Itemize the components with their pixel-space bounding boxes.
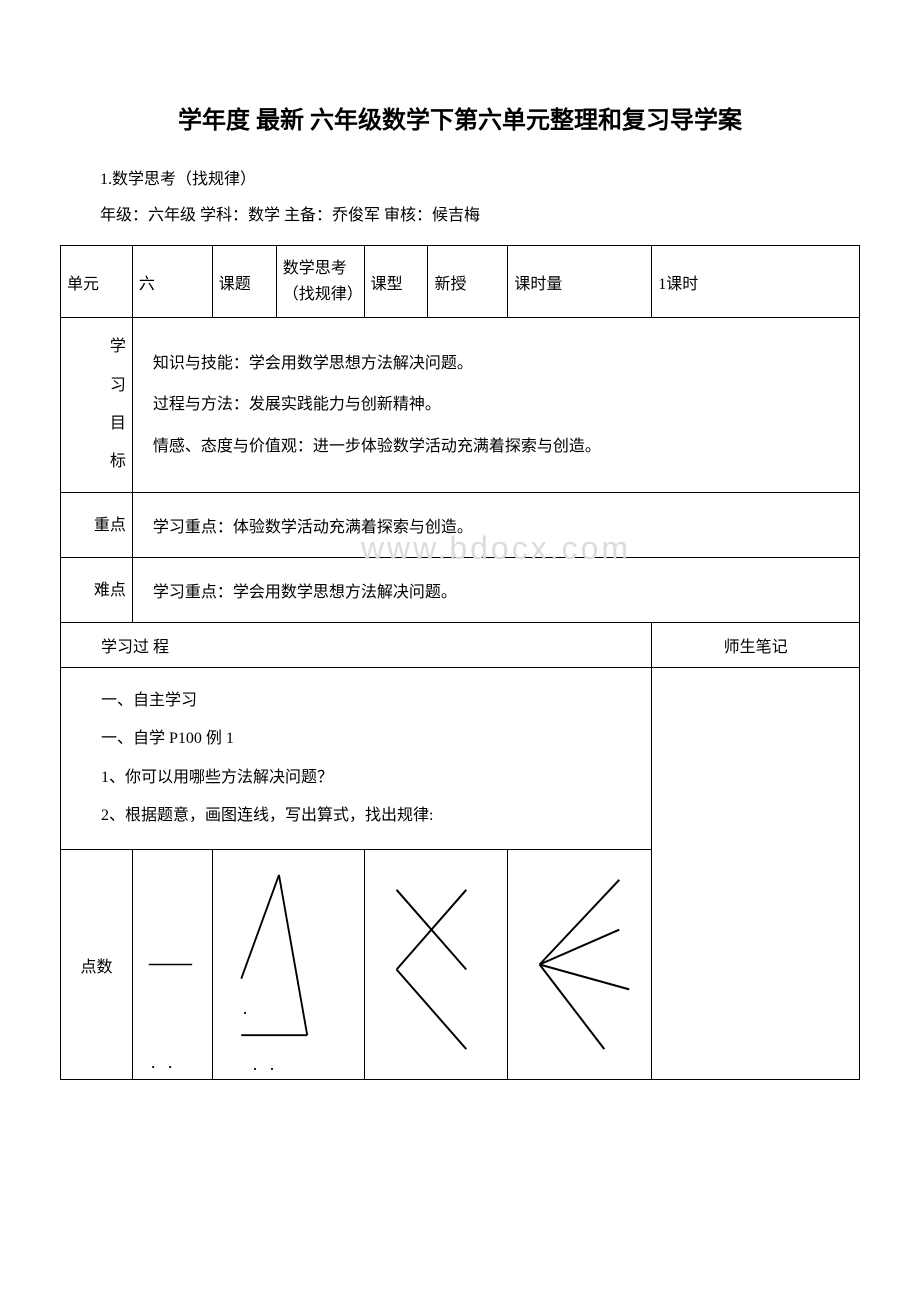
difficulty-content-cell: 学习重点：学会用数学思想方法解决问题。 bbox=[132, 557, 859, 622]
goals-content-cell: 知识与技能：学会用数学思想方法解决问题。 过程与方法：发展实践能力与创新精神。 … bbox=[132, 318, 859, 493]
goals-row: 学 习 目 标 知识与技能：学会用数学思想方法解决问题。 过程与方法：发展实践能… bbox=[61, 318, 860, 493]
focus-label: 重点 bbox=[94, 517, 126, 534]
notes-label-cell: 师生笔记 bbox=[652, 622, 860, 667]
type-value-cell: 新授 bbox=[428, 246, 508, 318]
page-title: 学年度 最新 六年级数学下第六单元整理和复习导学案 bbox=[60, 100, 860, 135]
type-label-cell: 课型 bbox=[364, 246, 428, 318]
study-line2: 一、自学 P100 例 1 bbox=[101, 720, 631, 758]
goals-label-cell: 学 习 目 标 bbox=[61, 318, 133, 493]
difficulty-row: 难点 学习重点：学会用数学思想方法解决问题。 bbox=[61, 557, 860, 622]
topic-value: 数学思考（找规律） bbox=[283, 260, 363, 303]
goals-line2: 过程与方法：发展实践能力与创新精神。 bbox=[153, 384, 839, 426]
notes-empty-cell bbox=[652, 667, 860, 1080]
focus-row: 重点 学习重点：体验数学活动充满着探索与创造。 www.bdocx.com bbox=[61, 492, 860, 557]
focus-content: 学习重点：体验数学活动充满着探索与创造。 bbox=[153, 519, 473, 536]
diagram-cell-4 bbox=[508, 850, 652, 1080]
process-label-cell: 学习过 程 bbox=[61, 622, 652, 667]
notes-label: 师生笔记 bbox=[724, 639, 788, 656]
goals-line3: 情感、态度与价值观：进一步体验数学活动充满着探索与创造。 bbox=[153, 426, 839, 468]
main-table: 单元 六 课题 数学思考（找规律） 课型 新授 课时量 1课时 学 习 目 标 … bbox=[60, 245, 860, 1080]
difficulty-content: 学习重点：学会用数学思想方法解决问题。 bbox=[153, 584, 457, 601]
goals-line1: 知识与技能：学会用数学思想方法解决问题。 bbox=[153, 343, 839, 385]
study-line4: 2、根据题意，画图连线，写出算式，找出规律: bbox=[101, 797, 631, 835]
focus-content-cell: 学习重点：体验数学活动充满着探索与创造。 www.bdocx.com bbox=[132, 492, 859, 557]
two-points-icon bbox=[133, 850, 212, 1079]
goals-label: 学 习 目 标 bbox=[110, 338, 126, 470]
study-content-cell: 一、自主学习 一、自学 P100 例 1 1、你可以用哪些方法解决问题？ 2、根… bbox=[61, 667, 652, 850]
study-content-row: 一、自主学习 一、自学 P100 例 1 1、你可以用哪些方法解决问题？ 2、根… bbox=[61, 667, 860, 850]
process-label: 学习过 程 bbox=[101, 639, 169, 656]
four-points-icon bbox=[365, 850, 508, 1079]
dots-2a: . bbox=[243, 998, 252, 1019]
diagram-cell-1: . . bbox=[132, 850, 212, 1080]
topic-value-cell: 数学思考（找规律） bbox=[276, 246, 364, 318]
type-value: 新授 bbox=[434, 276, 466, 293]
period-value: 1课时 bbox=[658, 276, 698, 293]
type-label: 课型 bbox=[371, 276, 403, 293]
diagram-label: 点数 bbox=[80, 959, 112, 976]
period-label-cell: 课时量 bbox=[508, 246, 652, 318]
info-line: 年级：六年级 学科：数学 主备：乔俊军 审核：候吉梅 bbox=[100, 201, 860, 225]
unit-value: 六 bbox=[139, 276, 155, 293]
process-header-row: 学习过 程 师生笔记 bbox=[61, 622, 860, 667]
unit-label: 单元 bbox=[67, 276, 99, 293]
period-value-cell: 1课时 bbox=[652, 246, 860, 318]
dots-2b: . . bbox=[253, 1054, 279, 1075]
dots-1: . . bbox=[151, 1052, 177, 1073]
difficulty-label: 难点 bbox=[94, 582, 126, 599]
unit-value-cell: 六 bbox=[132, 246, 212, 318]
topic-label-cell: 课题 bbox=[212, 246, 276, 318]
topic-label: 课题 bbox=[219, 276, 251, 293]
diagram-cell-3 bbox=[364, 850, 508, 1080]
three-points-icon bbox=[213, 850, 364, 1079]
table-header-row: 单元 六 课题 数学思考（找规律） 课型 新授 课时量 1课时 bbox=[61, 246, 860, 318]
focus-label-cell: 重点 bbox=[61, 492, 133, 557]
five-points-icon bbox=[508, 850, 651, 1079]
unit-label-cell: 单元 bbox=[61, 246, 133, 318]
difficulty-label-cell: 难点 bbox=[61, 557, 133, 622]
subtitle: 1.数学思考（找规律） bbox=[100, 165, 860, 189]
period-label: 课时量 bbox=[514, 276, 562, 293]
diagram-cell-2: . . . bbox=[212, 850, 364, 1080]
study-line3: 1、你可以用哪些方法解决问题？ bbox=[101, 759, 631, 797]
diagram-label-cell: 点数 bbox=[61, 850, 133, 1080]
study-line1: 一、自主学习 bbox=[101, 682, 631, 720]
